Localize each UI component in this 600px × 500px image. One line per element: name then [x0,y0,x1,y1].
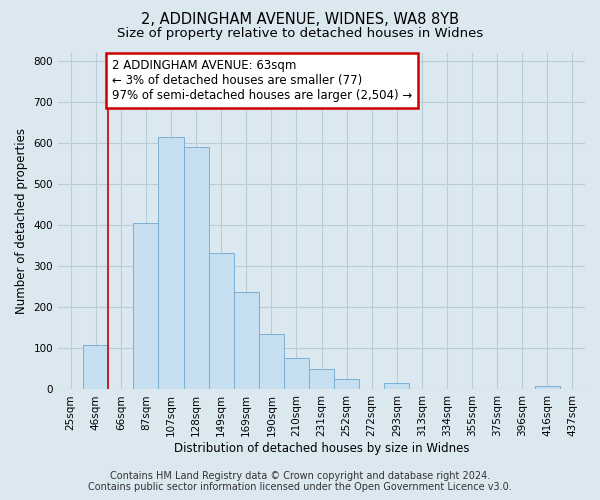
Bar [83,346,108,390]
Bar [284,358,309,390]
Bar [158,137,184,390]
X-axis label: Distribution of detached houses by size in Widnes: Distribution of detached houses by size … [174,442,469,455]
Bar [334,379,359,390]
Text: Contains HM Land Registry data © Crown copyright and database right 2024.
Contai: Contains HM Land Registry data © Crown c… [88,471,512,492]
Bar [309,370,334,390]
Bar [384,383,409,390]
Bar [133,222,158,390]
Bar [259,334,284,390]
Bar [184,146,209,390]
Text: 2 ADDINGHAM AVENUE: 63sqm
← 3% of detached houses are smaller (77)
97% of semi-d: 2 ADDINGHAM AVENUE: 63sqm ← 3% of detach… [112,59,412,102]
Text: Size of property relative to detached houses in Widnes: Size of property relative to detached ho… [117,28,483,40]
Y-axis label: Number of detached properties: Number of detached properties [15,128,28,314]
Bar [535,386,560,390]
Bar [209,252,233,390]
Bar [233,292,259,390]
Text: 2, ADDINGHAM AVENUE, WIDNES, WA8 8YB: 2, ADDINGHAM AVENUE, WIDNES, WA8 8YB [141,12,459,28]
